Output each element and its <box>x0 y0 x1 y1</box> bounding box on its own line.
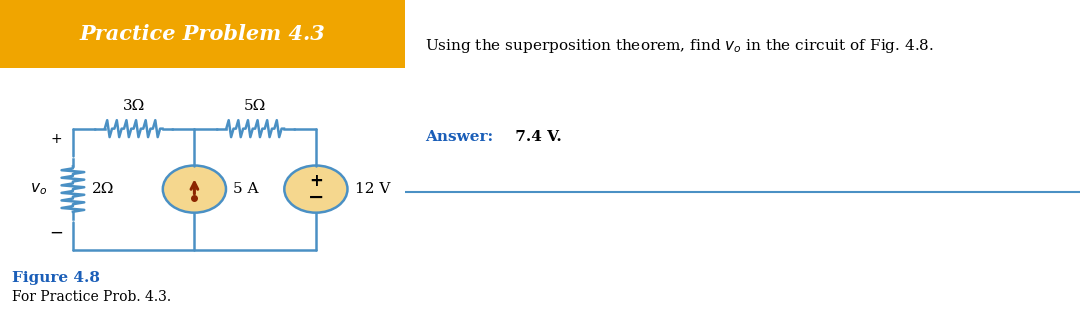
Text: 7.4 V.: 7.4 V. <box>510 130 562 144</box>
Text: +: + <box>309 172 323 190</box>
Text: $v_o$: $v_o$ <box>29 181 46 197</box>
Text: 2Ω: 2Ω <box>93 182 114 196</box>
Text: Using the superposition theorem, find $v_o$ in the circuit of Fig. 4.8.: Using the superposition theorem, find $v… <box>426 37 934 55</box>
Text: Practice Problem 4.3: Practice Problem 4.3 <box>80 24 325 44</box>
Text: 12 V: 12 V <box>354 182 390 196</box>
Text: +: + <box>50 132 62 146</box>
Circle shape <box>163 166 226 213</box>
Text: Figure 4.8: Figure 4.8 <box>12 271 100 285</box>
Text: 3Ω: 3Ω <box>122 99 145 113</box>
Text: 5 A: 5 A <box>233 182 259 196</box>
FancyBboxPatch shape <box>0 0 405 68</box>
Text: For Practice Prob. 4.3.: For Practice Prob. 4.3. <box>12 290 172 304</box>
Circle shape <box>284 166 348 213</box>
Text: −: − <box>49 224 63 242</box>
Text: −: − <box>308 188 324 207</box>
Text: 5Ω: 5Ω <box>244 99 267 113</box>
Text: Answer:: Answer: <box>426 130 494 144</box>
